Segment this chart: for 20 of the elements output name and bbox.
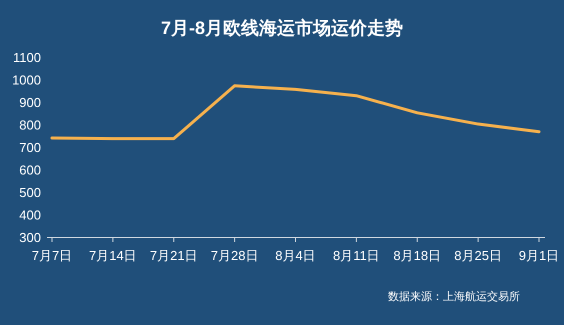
x-tick-label: 8月11日 xyxy=(333,248,380,263)
y-tick-label: 1000 xyxy=(12,72,41,88)
x-tick-label: 9月1日 xyxy=(518,248,560,263)
y-tick-label: 400 xyxy=(19,208,41,222)
chart-title: 7月-8月欧线海运市场运价走势 xyxy=(160,18,404,38)
x-tick-label: 8月25日 xyxy=(454,248,502,263)
x-tick-label: 7月28日 xyxy=(210,248,258,263)
y-tick-label: 800 xyxy=(19,118,41,132)
x-tick-label: 7月7日 xyxy=(32,248,72,263)
y-tick-label: 500 xyxy=(19,185,41,200)
x-tick-label: 8月4日 xyxy=(275,248,316,263)
source-note: 数据来源：上海航运交易所 xyxy=(388,290,520,303)
y-tick-label: 1100 xyxy=(13,50,41,65)
y-tick-label: 700 xyxy=(19,140,41,155)
y-tick-label: 900 xyxy=(19,95,41,110)
x-tick-label: 8月18日 xyxy=(393,248,442,263)
y-tick-label: 600 xyxy=(19,162,41,178)
x-tick-label: 7月21日 xyxy=(150,248,198,263)
y-tick-label: 300 xyxy=(19,230,41,245)
x-tick-label: 7月14日 xyxy=(89,248,137,263)
